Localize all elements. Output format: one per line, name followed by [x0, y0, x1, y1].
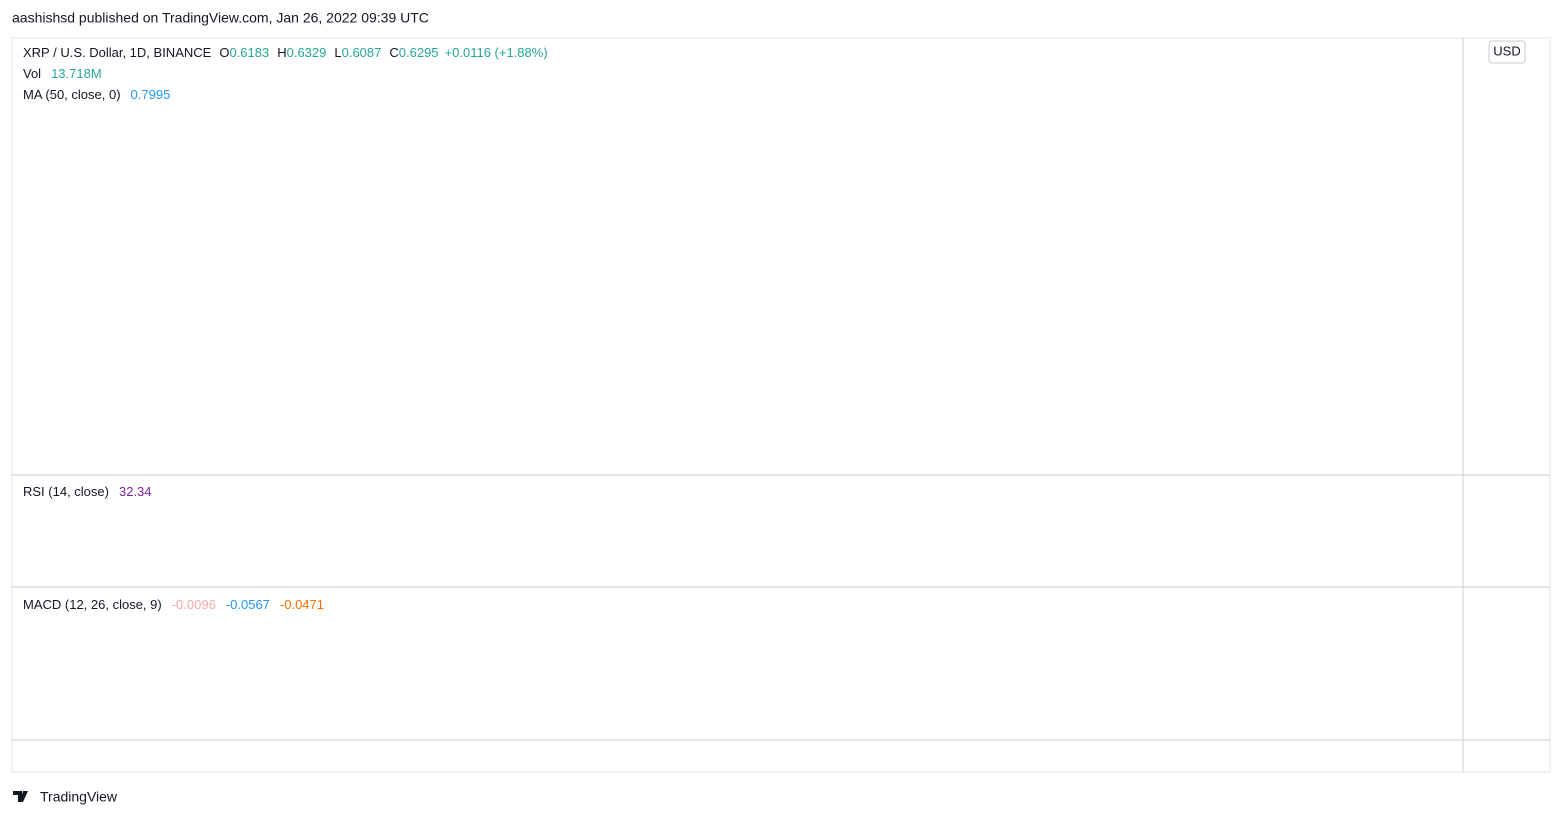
rsi-key: RSI (14, close)	[23, 484, 109, 499]
low-value: 0.6087	[342, 45, 382, 60]
legend-rsi: RSI (14, close) 32.34	[23, 484, 152, 499]
macd-key: MACD (12, 26, close, 9)	[23, 597, 162, 612]
currency: USD	[1493, 43, 1520, 58]
volume-value: 13.718M	[51, 66, 102, 81]
rsi-value: 32.34	[119, 484, 152, 499]
ohlc-key: O	[219, 45, 229, 60]
ma-key: MA (50, close, 0)	[23, 87, 121, 102]
footer-brand: TradingView	[40, 789, 118, 805]
symbol: XRP / U.S. Dollar, 1D, BINANCE	[23, 45, 212, 60]
tradingview-logo: TradingView	[13, 789, 118, 805]
currency-badge[interactable]	[1488, 40, 1526, 64]
legend-ma: MA (50, close, 0) 0.7995	[23, 87, 170, 102]
change: +0.0116 (+1.88%)	[445, 45, 548, 60]
publisher: aashishsd published on TradingView.com, …	[12, 10, 429, 26]
macd-value: -0.0567	[226, 597, 270, 612]
signal-value: -0.0471	[280, 597, 324, 612]
histogram-value: -0.0096	[172, 597, 216, 612]
legend-volume: Vol 13.718M	[23, 66, 102, 81]
logo-mark	[13, 791, 28, 802]
close-value: 0.6295	[399, 45, 439, 60]
volume-key: Vol	[23, 66, 41, 81]
ohlc-key: H	[277, 45, 286, 60]
ohlc-key: L	[334, 45, 341, 60]
legend-ohlc: XRP / U.S. Dollar, 1D, BINANCE O0.6183 H0.…	[23, 45, 548, 60]
ohlc-key: C	[389, 45, 398, 60]
open-value: 0.6183	[229, 45, 269, 60]
legend-macd: MACD (12, 26, close, 9) -0.0096 -0.0567 -0.…	[23, 597, 324, 612]
ma-value: 0.7995	[131, 87, 171, 102]
chart-frame	[11, 37, 1551, 773]
high-value: 0.6329	[287, 45, 327, 60]
